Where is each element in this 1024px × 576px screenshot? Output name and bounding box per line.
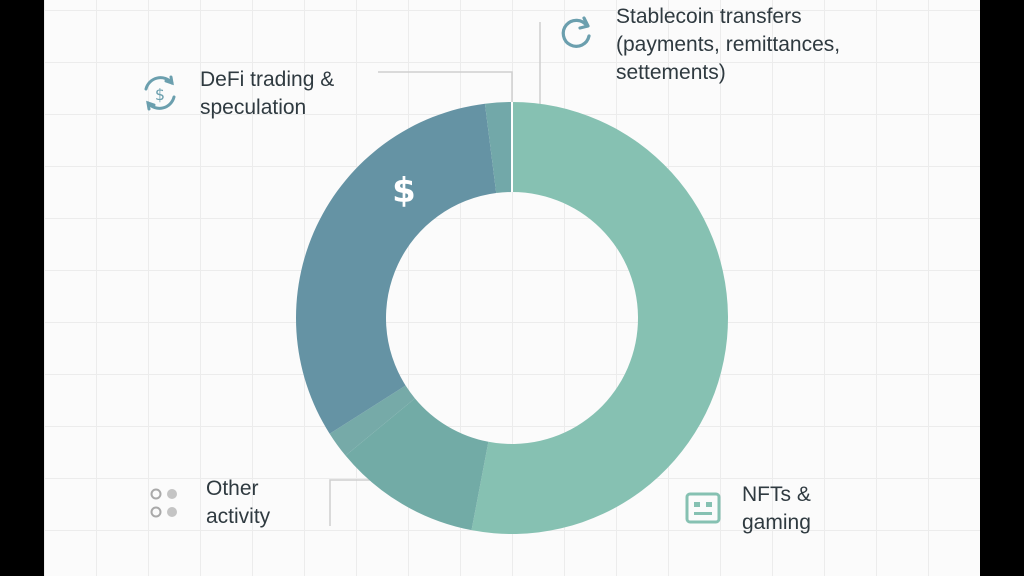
leader-line-defi (378, 71, 513, 104)
donut-slice-0 (471, 102, 728, 534)
label-stablecoin: Stablecoin transfers (payments, remittan… (616, 3, 840, 87)
chart-canvas: $ Stablecoin transfers (payments, remitt… (44, 0, 980, 576)
label-stablecoin-line-3: settements) (616, 61, 726, 84)
label-stablecoin-line-1: Stablecoin transfers (616, 5, 802, 28)
donut-slices (296, 102, 728, 534)
label-defi-line-2: speculation (200, 96, 307, 119)
slice-glyph: $ (392, 171, 416, 211)
game-controller-icon (685, 492, 721, 524)
label-other-line-1: Other (206, 477, 259, 500)
donut-slice-3 (296, 103, 497, 434)
label-nfts-line-1: NFTs & (742, 483, 811, 506)
label-nfts: NFTs & gaming (742, 481, 811, 537)
label-defi: DeFi trading & speculation (200, 66, 334, 122)
label-stablecoin-line-2: (payments, remittances, (616, 33, 841, 56)
dots-icon (150, 488, 177, 518)
donut-chart: $ (296, 22, 728, 534)
leader-line-other (329, 479, 372, 526)
svg-text:$: $ (155, 85, 165, 104)
leader-lines (329, 22, 541, 526)
label-other: Other activity (206, 475, 270, 531)
refresh-icon (561, 16, 591, 48)
label-nfts-line-2: gaming (742, 511, 811, 534)
label-defi-line-1: DeFi trading & (200, 68, 335, 91)
donut-slice-2 (329, 385, 415, 456)
dollar-cycle-icon: $ (144, 75, 176, 111)
donut-slice-4 (484, 102, 512, 193)
label-other-line-2: activity (206, 505, 271, 528)
donut-slice-1 (345, 398, 489, 531)
